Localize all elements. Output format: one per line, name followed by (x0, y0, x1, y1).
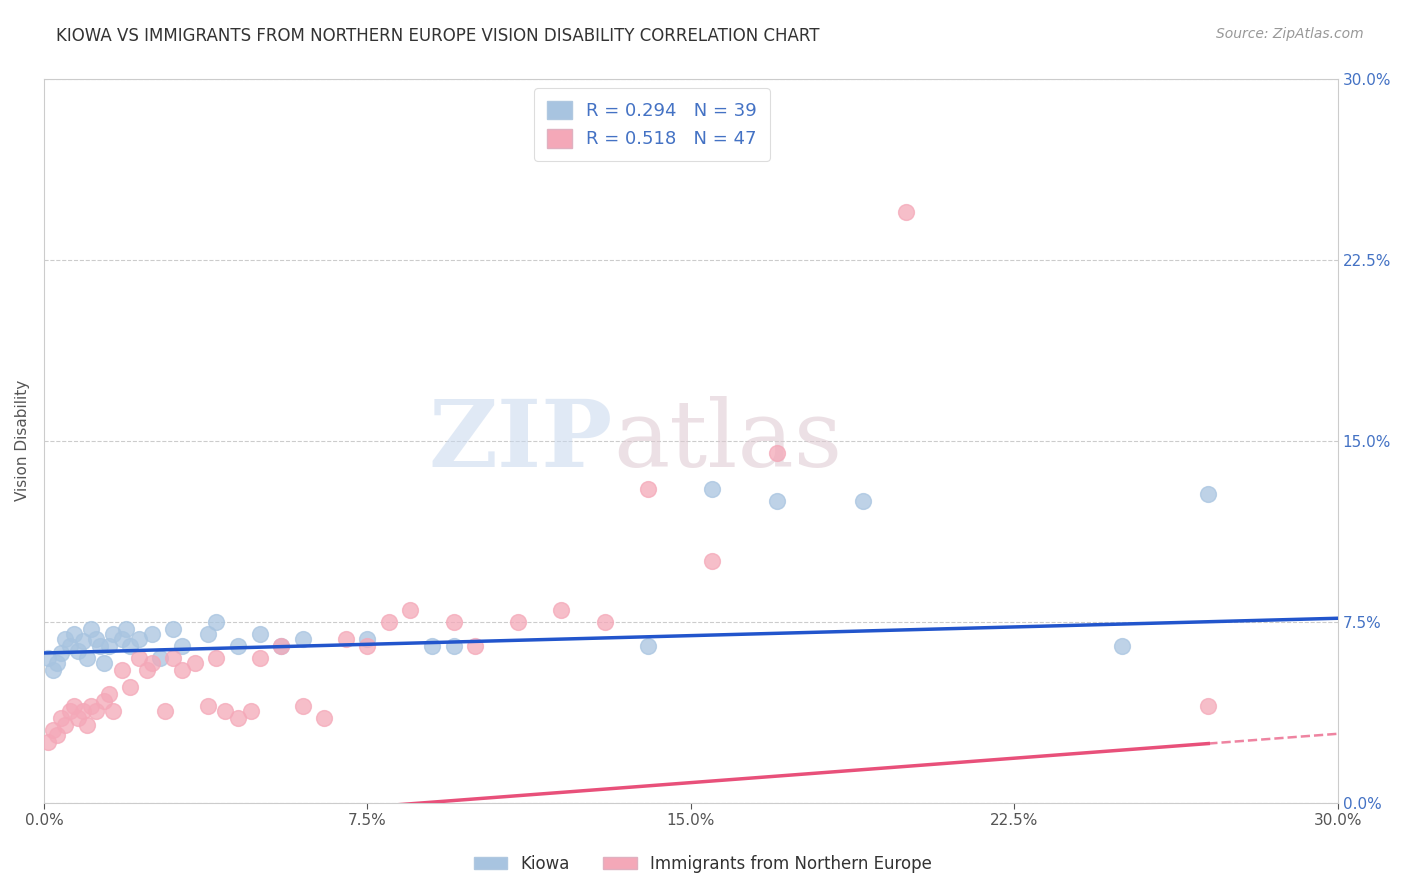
Point (97, 687, 120, 701)
Point (205, 650, 228, 665)
Point (97, 639, 120, 653)
Point (170, 639, 193, 653)
Point (226, 639, 249, 653)
Point (89, 639, 111, 653)
Text: ZIP: ZIP (429, 396, 613, 486)
Point (80, 622, 103, 636)
Point (110, 632, 132, 646)
Point (184, 656, 207, 670)
Point (141, 656, 163, 670)
Point (76, 718, 98, 732)
Point (170, 663, 193, 677)
Point (702, 554, 724, 568)
Point (141, 626, 163, 640)
Point (443, 615, 465, 629)
Point (766, 446, 789, 460)
Point (128, 650, 150, 665)
Point (896, 204, 918, 219)
Point (59, 639, 82, 653)
Point (59, 704, 82, 718)
Point (45, 656, 67, 670)
Point (291, 699, 314, 714)
Y-axis label: Vision Disability: Vision Disability (15, 380, 30, 501)
Point (76, 650, 98, 665)
Point (45, 728, 67, 742)
Point (55, 632, 77, 646)
Point (67, 643, 90, 657)
Point (49, 646, 72, 660)
Point (128, 632, 150, 646)
Point (766, 494, 789, 508)
Point (93, 694, 115, 708)
Point (378, 615, 401, 629)
Point (101, 704, 124, 718)
Point (49, 711, 72, 725)
Text: KIOWA VS IMMIGRANTS FROM NORTHERN EUROPE VISION DISABILITY CORRELATION CHART: KIOWA VS IMMIGRANTS FROM NORTHERN EUROPE… (56, 27, 820, 45)
Point (37, 735, 59, 749)
Legend: R = 0.294   N = 39, R = 0.518   N = 47: R = 0.294 N = 39, R = 0.518 N = 47 (534, 88, 770, 161)
Text: atlas: atlas (613, 396, 842, 486)
Point (270, 639, 292, 653)
Point (226, 711, 249, 725)
Point (356, 639, 378, 653)
Point (67, 711, 90, 725)
Point (197, 626, 219, 640)
Point (93, 656, 115, 670)
Point (214, 704, 236, 718)
Point (136, 663, 159, 677)
Point (593, 615, 616, 629)
Point (291, 632, 314, 646)
Legend: Kiowa, Immigrants from Northern Europe: Kiowa, Immigrants from Northern Europe (467, 848, 939, 880)
Point (55, 718, 77, 732)
Point (550, 602, 572, 616)
Point (84, 704, 107, 718)
Point (120, 639, 142, 653)
Point (249, 650, 271, 665)
Point (205, 615, 228, 629)
Text: Source: ZipAtlas.com: Source: ZipAtlas.com (1216, 27, 1364, 41)
Point (63, 626, 86, 640)
Point (110, 663, 132, 677)
Point (637, 482, 659, 496)
Point (41, 663, 63, 677)
Point (464, 639, 486, 653)
Point (508, 615, 530, 629)
Point (101, 626, 124, 640)
Point (270, 639, 292, 653)
Point (239, 704, 262, 718)
Point (63, 699, 86, 714)
Point (162, 622, 184, 636)
Point (197, 699, 219, 714)
Point (1111, 639, 1133, 653)
Point (162, 650, 184, 665)
Point (356, 632, 378, 646)
Point (399, 602, 422, 616)
Point (443, 639, 465, 653)
Point (72, 704, 94, 718)
Point (120, 680, 142, 694)
Point (852, 494, 875, 508)
Point (420, 639, 443, 653)
Point (149, 650, 172, 665)
Point (41, 723, 63, 738)
Point (637, 639, 659, 653)
Point (37, 650, 59, 665)
Point (72, 634, 94, 648)
Point (314, 711, 336, 725)
Point (84, 632, 107, 646)
Point (114, 622, 136, 636)
Point (702, 482, 724, 496)
Point (80, 699, 103, 714)
Point (1197, 699, 1219, 714)
Point (335, 632, 357, 646)
Point (249, 626, 271, 640)
Point (1197, 487, 1219, 501)
Point (153, 704, 176, 718)
